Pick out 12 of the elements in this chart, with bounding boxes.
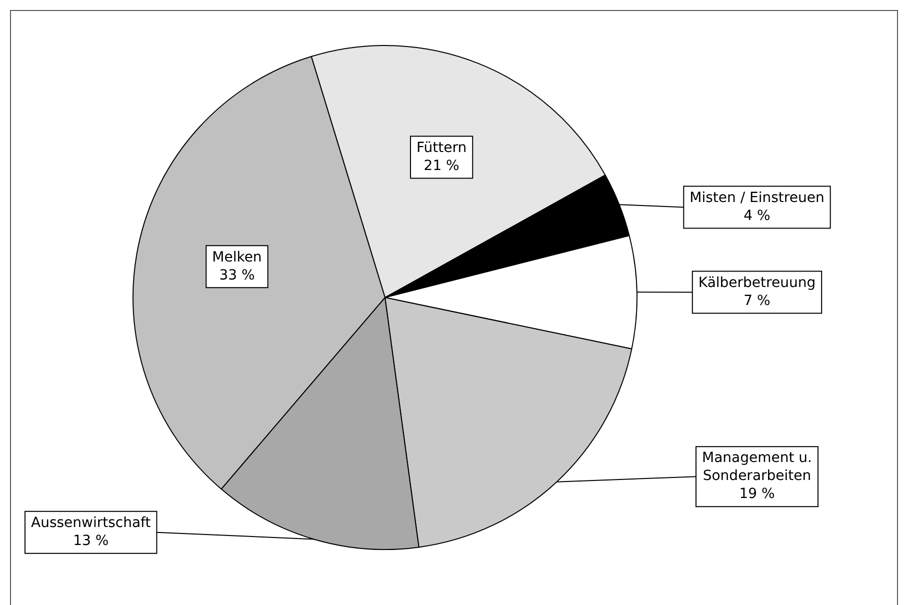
data-label: 33 % [219, 267, 255, 284]
data-label: 4 % [744, 208, 770, 224]
slice-label: Füttern [416, 140, 467, 156]
slice-label: Misten / Einstreuen [690, 190, 824, 206]
data-label: 19 % [739, 486, 775, 502]
slice-label: Melken [212, 249, 262, 266]
data-label: 21 % [424, 158, 460, 174]
slice-label: Kälberbetreuung [698, 274, 816, 291]
slice-label: Management u. Sonderarbeiten [702, 450, 812, 484]
data-label: 13 % [73, 532, 109, 549]
slice-label: Aussenwirtschaft [30, 514, 152, 531]
data-label: 7 % [744, 292, 770, 309]
